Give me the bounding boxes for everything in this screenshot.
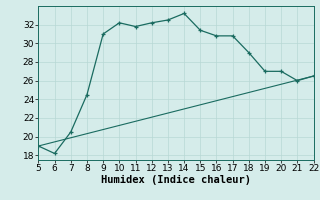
X-axis label: Humidex (Indice chaleur): Humidex (Indice chaleur)	[101, 175, 251, 185]
